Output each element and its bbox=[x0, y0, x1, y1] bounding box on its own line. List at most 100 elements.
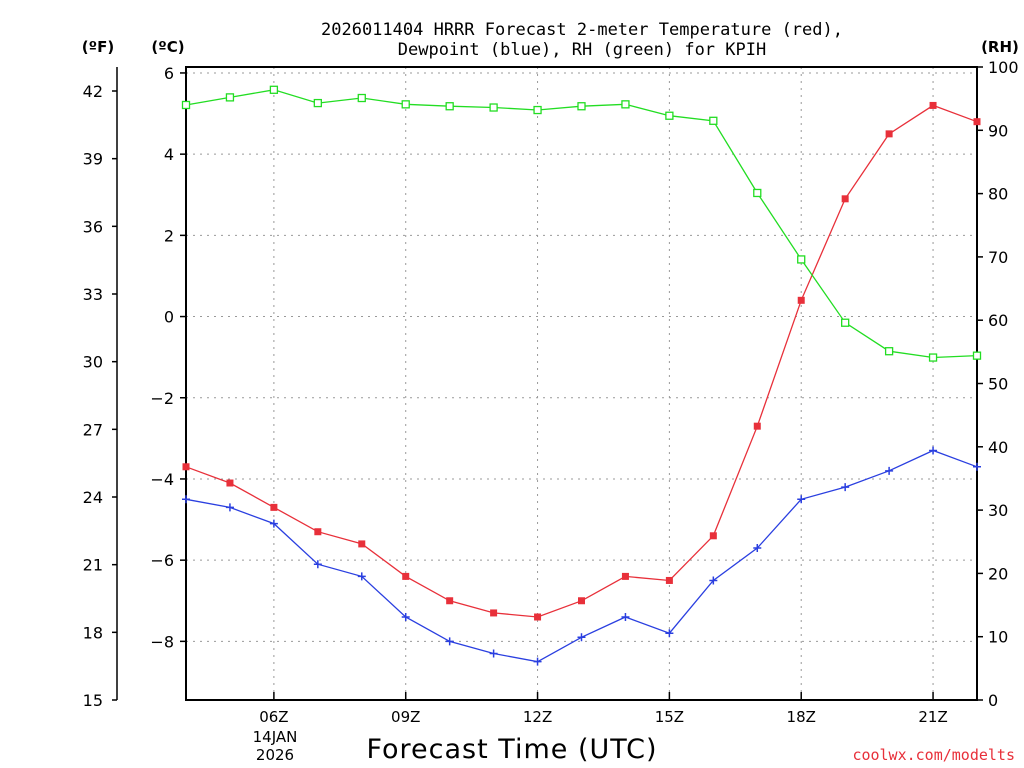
fahrenheit-tick-label: 21 bbox=[83, 556, 103, 575]
fahrenheit-tick-label: 30 bbox=[83, 353, 103, 372]
rh-tick-label: 90 bbox=[988, 121, 1008, 140]
time-tick-label: 12Z bbox=[523, 708, 552, 726]
date-label-year: 2026 bbox=[256, 746, 294, 764]
celsius-tick-label: −4 bbox=[150, 470, 174, 489]
temperature-point bbox=[665, 576, 673, 584]
rh-point bbox=[972, 351, 982, 360]
rh-tick-label: 70 bbox=[988, 248, 1008, 267]
dewpoint-point bbox=[269, 519, 278, 528]
dewpoint-point bbox=[225, 503, 234, 512]
rh-tick-label: 80 bbox=[988, 185, 1008, 204]
dewpoint-point bbox=[313, 560, 322, 569]
time-tick-label: 09Z bbox=[391, 708, 420, 726]
rh-tick-label: 50 bbox=[988, 375, 1008, 394]
dewpoint-point bbox=[182, 495, 190, 504]
fahrenheit-tick-label: 15 bbox=[83, 691, 103, 710]
temperature-point bbox=[182, 463, 190, 471]
rh-point bbox=[797, 255, 806, 264]
gridlines bbox=[186, 67, 977, 700]
dewpoint-point bbox=[665, 629, 674, 638]
rh-unit-label: (RH) bbox=[981, 38, 1019, 56]
rh-point bbox=[445, 102, 454, 111]
celsius-tick-label: −2 bbox=[150, 389, 174, 408]
temperature-point bbox=[929, 101, 937, 109]
dewpoint-point bbox=[973, 462, 981, 471]
fahrenheit-tick-label: 27 bbox=[83, 420, 103, 439]
series-dewpoint bbox=[182, 446, 981, 666]
rh-tick-label: 40 bbox=[988, 438, 1008, 457]
temperature-point bbox=[709, 532, 717, 540]
temperature-point bbox=[753, 422, 761, 430]
fahrenheit-tick-label: 42 bbox=[83, 82, 103, 101]
rh-point bbox=[884, 347, 894, 356]
temperature-point bbox=[490, 609, 498, 617]
series-temperature bbox=[182, 101, 981, 621]
rh-tick-label: 30 bbox=[988, 501, 1008, 520]
dewpoint-point bbox=[709, 576, 718, 585]
temperature-point bbox=[973, 118, 981, 126]
temperature-point bbox=[841, 195, 849, 203]
temperature-point bbox=[270, 503, 278, 511]
time-tick-label: 06Z bbox=[259, 708, 288, 726]
rh-point bbox=[841, 318, 850, 327]
time-axis: 06Z 09Z 12Z 15Z 18Z 21Z bbox=[259, 692, 948, 726]
series-line-rh bbox=[185, 89, 978, 359]
fahrenheit-tick-label: 24 bbox=[83, 488, 103, 507]
dewpoint-point bbox=[885, 466, 894, 475]
fahrenheit-axis: 42 39 36 33 30 27 24 21 18 15 bbox=[83, 82, 117, 710]
rh-point bbox=[753, 188, 762, 198]
series-layer bbox=[181, 85, 982, 666]
rh-point bbox=[665, 111, 674, 120]
rh-point bbox=[709, 116, 718, 125]
rh-point bbox=[357, 93, 366, 103]
rh-point bbox=[533, 105, 542, 115]
fahrenheit-tick-label: 36 bbox=[83, 217, 103, 236]
dewpoint-point bbox=[357, 572, 366, 581]
dewpoint-point bbox=[841, 483, 850, 492]
time-tick-label: 21Z bbox=[918, 708, 947, 726]
temperature-point bbox=[578, 597, 585, 605]
chart-title-line1: 2026011404 HRRR Forecast 2-meter Tempera… bbox=[321, 20, 843, 40]
celsius-tick-label: 4 bbox=[164, 145, 174, 164]
rh-tick-label: 100 bbox=[988, 58, 1019, 77]
time-tick-label: 15Z bbox=[655, 708, 684, 726]
rh-point bbox=[313, 98, 322, 108]
temperature-point bbox=[314, 528, 322, 536]
rh-point bbox=[269, 85, 279, 94]
date-label-day: 14JAN bbox=[253, 728, 298, 746]
rh-point bbox=[181, 100, 191, 110]
chart-title-line2: Dewpoint (blue), RH (green) for KPIH bbox=[398, 40, 766, 60]
dewpoint-point bbox=[753, 543, 762, 552]
celsius-tick-label: 0 bbox=[164, 308, 174, 327]
temperature-point bbox=[446, 597, 454, 605]
dewpoint-point bbox=[797, 495, 806, 504]
fahrenheit-tick-label: 18 bbox=[83, 623, 103, 642]
rh-point bbox=[577, 102, 586, 111]
dewpoint-point bbox=[533, 657, 542, 666]
celsius-tick-label: 6 bbox=[164, 64, 174, 83]
rh-point bbox=[401, 100, 410, 109]
dewpoint-point bbox=[577, 633, 586, 642]
fahrenheit-unit-label: (ºF) bbox=[82, 38, 114, 56]
temperature-point bbox=[226, 479, 234, 487]
fahrenheit-tick-label: 39 bbox=[83, 150, 103, 169]
temperature-point bbox=[885, 130, 893, 138]
temperature-point bbox=[358, 540, 366, 548]
celsius-tick-label: −6 bbox=[150, 551, 174, 570]
rh-tick-label: 60 bbox=[988, 311, 1008, 330]
series-line-dewpoint bbox=[185, 449, 978, 663]
rh-point bbox=[928, 353, 938, 362]
temperature-point bbox=[621, 572, 629, 580]
rh-point bbox=[621, 100, 630, 109]
fahrenheit-tick-label: 33 bbox=[83, 285, 103, 304]
rh-tick-label: 0 bbox=[988, 691, 998, 710]
plot-frame bbox=[185, 66, 978, 701]
series-line-temperature bbox=[185, 104, 978, 618]
temperature-point bbox=[797, 296, 805, 304]
rh-point bbox=[225, 93, 235, 102]
dewpoint-point bbox=[489, 649, 498, 658]
series-rh bbox=[181, 85, 982, 362]
celsius-tick-label: −8 bbox=[150, 632, 174, 651]
